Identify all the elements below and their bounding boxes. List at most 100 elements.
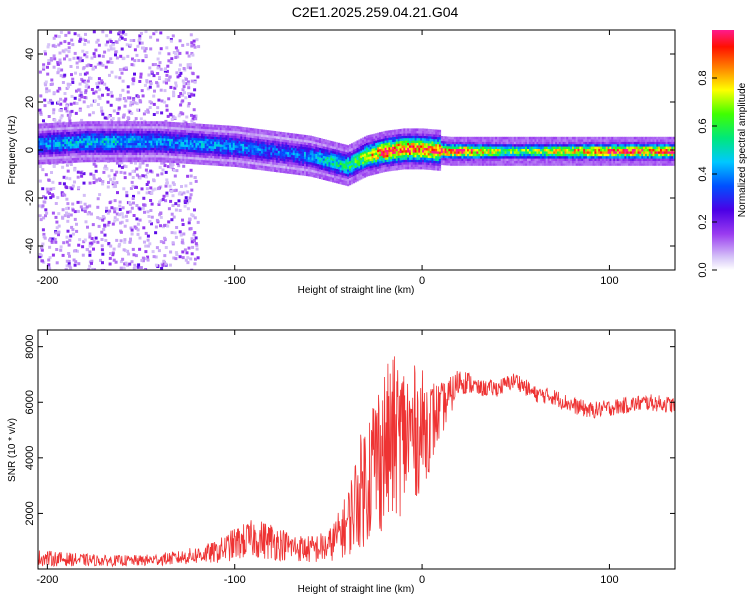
heatmap-cell [184, 125, 187, 128]
heatmap-cell [129, 123, 132, 127]
heatmap-cell [330, 179, 333, 182]
heatmap-cell [64, 131, 67, 135]
heatmap-cell [313, 172, 316, 176]
heatmap-cell [279, 141, 282, 144]
heatmap-cell [111, 145, 114, 148]
heatmap-cell [356, 176, 359, 179]
heatmap-cell [367, 149, 370, 153]
heatmap-cell [135, 142, 138, 146]
heatmap-cell [110, 118, 114, 122]
heatmap-cell [414, 164, 417, 167]
heatmap-cell [201, 157, 204, 160]
heatmap-cell [296, 143, 299, 147]
heatmap-cell [420, 164, 423, 167]
heatmap-cell [392, 139, 395, 142]
heatmap-cell [126, 147, 129, 151]
heatmap-cell [175, 226, 179, 229]
heatmap-cell [349, 175, 352, 178]
heatmap-cell [208, 148, 211, 151]
heatmap-cell [289, 171, 292, 174]
heatmap-cell [358, 156, 361, 159]
heatmap-cell [180, 122, 183, 126]
heatmap-cell [397, 167, 400, 171]
heatmap-cell [131, 169, 135, 173]
heatmap-cell [249, 130, 252, 133]
heatmap-cell [313, 151, 316, 154]
heatmap-cell [86, 130, 89, 134]
heatmap-cell [251, 135, 254, 138]
heatmap-cell [221, 132, 224, 135]
heatmap-cell [174, 151, 177, 154]
heatmap-cell [172, 124, 176, 127]
heatmap-cell [118, 121, 121, 124]
heatmap-cell [431, 146, 434, 149]
heatmap-cell [373, 160, 376, 163]
heatmap-cell [240, 131, 243, 135]
heatmap-cell [46, 45, 50, 49]
heatmap-cell [197, 159, 200, 163]
heatmap-cell [48, 245, 52, 249]
heatmap-cell [223, 139, 226, 143]
heatmap-cell [163, 150, 166, 153]
heatmap-cell [88, 128, 91, 131]
heatmap-cell [257, 140, 260, 144]
heatmap-cell [204, 145, 207, 149]
heatmap-cell [67, 252, 71, 255]
heatmap-cell [423, 133, 427, 136]
heatmap-cell [106, 211, 110, 215]
heatmap-cell [268, 149, 271, 153]
heatmap-cell [103, 126, 106, 129]
heatmap-cell [394, 165, 397, 169]
heatmap-cell [163, 69, 167, 73]
heatmap-cell [165, 194, 169, 197]
heatmap-cell [67, 41, 71, 45]
heatmap-cell [114, 260, 118, 264]
heatmap-cell [285, 132, 288, 136]
heatmap-cell [202, 155, 206, 158]
heatmap-cell [191, 137, 194, 141]
heatmap-cell [414, 135, 417, 139]
heatmap-cell [390, 139, 393, 143]
heatmap-cell [268, 166, 271, 169]
heatmap-cell [257, 160, 260, 163]
heatmap-cell [68, 83, 72, 86]
heatmap-cell [88, 181, 92, 185]
heatmap-cell [227, 149, 230, 153]
heatmap-cell [236, 133, 239, 136]
heatmap-cell [204, 152, 207, 156]
heatmap-cell [394, 136, 397, 140]
heatmap-cell [60, 153, 63, 157]
heatmap-cell [137, 191, 141, 195]
heatmap-cell [51, 253, 55, 257]
heatmap-cell [136, 95, 140, 99]
heatmap-cell [343, 153, 346, 157]
heatmap-cell [67, 116, 71, 120]
heatmap-cell [298, 134, 301, 137]
heatmap-cell [133, 140, 136, 143]
heatmap-cell [397, 136, 400, 139]
heatmap-cell [202, 157, 206, 161]
heatmap-cell [71, 228, 75, 232]
heatmap-cell [339, 179, 342, 182]
heatmap-cell [127, 135, 131, 139]
heatmap-cell [289, 145, 292, 148]
heatmap-cell [47, 156, 50, 160]
heatmap-cell [127, 159, 131, 163]
heatmap-cell [51, 158, 54, 162]
heatmap-cell [41, 133, 44, 136]
heatmap-cell [373, 136, 376, 139]
heatmap-cell [270, 152, 273, 155]
heatmap-cell [375, 138, 378, 141]
heatmap-cell [62, 129, 65, 133]
heatmap-cell [356, 157, 359, 160]
heatmap-cell [87, 40, 90, 44]
heatmap-cell [420, 159, 423, 163]
heatmap-cell [290, 133, 294, 136]
heatmap-cell [178, 39, 182, 43]
heatmap-cell [165, 178, 169, 182]
heatmap-cell [38, 157, 41, 160]
heatmap-cell [144, 250, 148, 254]
heatmap-cell [38, 123, 41, 127]
heatmap-cell [93, 99, 97, 103]
heatmap-cell [242, 158, 245, 161]
